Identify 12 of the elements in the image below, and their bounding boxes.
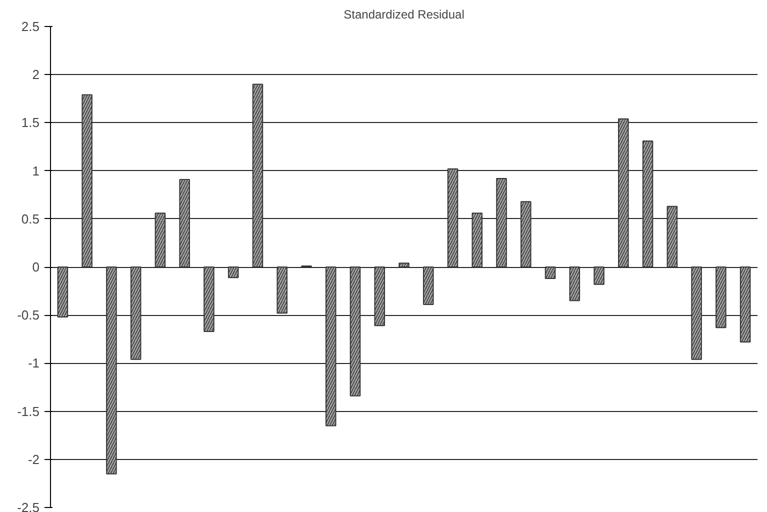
y-tick-label: -0.5 xyxy=(17,308,40,323)
y-tick-label: -2 xyxy=(28,452,40,467)
chart-title: Standardized Residual xyxy=(344,8,464,22)
y-tick-label: 0.5 xyxy=(21,211,40,226)
y-tick-label: -2.5 xyxy=(17,500,40,512)
y-tick-label: 2 xyxy=(32,67,40,82)
y-tick-label: -1.5 xyxy=(17,404,40,419)
y-tick-label: 0 xyxy=(32,260,40,274)
y-tick-label: 1.5 xyxy=(21,115,40,130)
y-tick-label: 2.5 xyxy=(21,19,40,34)
y-tick-label: -1 xyxy=(28,356,40,371)
y-tick-label: 1 xyxy=(32,163,40,178)
